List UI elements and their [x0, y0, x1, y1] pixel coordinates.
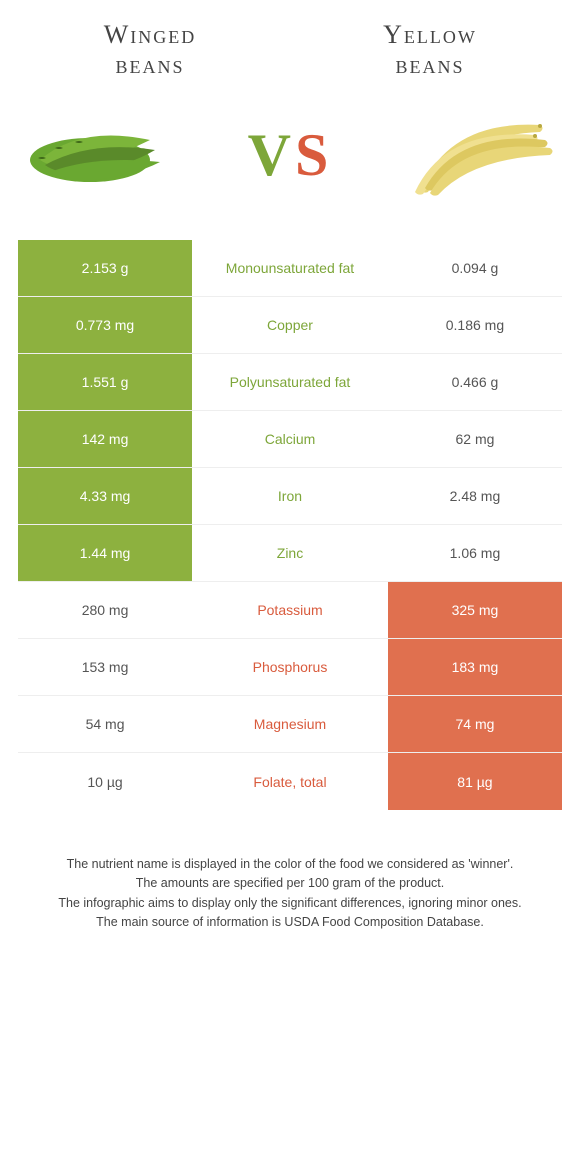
nutrient-name: Monounsaturated fat	[192, 240, 388, 296]
left-value: 1.44 mg	[18, 525, 192, 581]
nutrient-name: Magnesium	[192, 696, 388, 752]
left-title-line1: Winged	[104, 20, 197, 49]
image-row: VS	[0, 90, 580, 240]
table-row: 54 mgMagnesium74 mg	[18, 696, 562, 753]
table-row: 0.773 mgCopper0.186 mg	[18, 297, 562, 354]
nutrient-name: Iron	[192, 468, 388, 524]
table-row: 2.153 gMonounsaturated fat0.094 g	[18, 240, 562, 297]
header: Winged beans Yellow beans	[0, 0, 580, 90]
footer-line-3: The infographic aims to display only the…	[25, 894, 555, 913]
left-value: 142 mg	[18, 411, 192, 467]
vs-label: VS	[248, 121, 333, 190]
nutrient-name: Zinc	[192, 525, 388, 581]
nutrient-name: Polyunsaturated fat	[192, 354, 388, 410]
right-value: 325 mg	[388, 582, 562, 638]
table-row: 4.33 mgIron2.48 mg	[18, 468, 562, 525]
right-title-line2: beans	[395, 50, 464, 79]
winged-beans-icon	[20, 100, 190, 210]
right-value: 0.186 mg	[388, 297, 562, 353]
footer-line-4: The main source of information is USDA F…	[25, 913, 555, 932]
table-row: 1.551 gPolyunsaturated fat0.466 g	[18, 354, 562, 411]
table-row: 142 mgCalcium62 mg	[18, 411, 562, 468]
right-value: 1.06 mg	[388, 525, 562, 581]
yellow-beans-icon	[390, 100, 560, 210]
nutrient-name: Potassium	[192, 582, 388, 638]
table-row: 280 mgPotassium325 mg	[18, 582, 562, 639]
vs-s: S	[295, 122, 332, 188]
right-value: 81 µg	[388, 753, 562, 810]
left-value: 153 mg	[18, 639, 192, 695]
left-value: 10 µg	[18, 753, 192, 810]
right-value: 2.48 mg	[388, 468, 562, 524]
footer-notes: The nutrient name is displayed in the co…	[0, 810, 580, 963]
left-title-line2: beans	[115, 50, 184, 79]
right-value: 0.466 g	[388, 354, 562, 410]
footer-line-1: The nutrient name is displayed in the co…	[25, 855, 555, 874]
nutrient-table: 2.153 gMonounsaturated fat0.094 g0.773 m…	[0, 240, 580, 810]
left-value: 54 mg	[18, 696, 192, 752]
table-row: 153 mgPhosphorus183 mg	[18, 639, 562, 696]
left-food-title: Winged beans	[24, 20, 276, 80]
table-row: 10 µgFolate, total81 µg	[18, 753, 562, 810]
nutrient-name: Phosphorus	[192, 639, 388, 695]
nutrient-name: Copper	[192, 297, 388, 353]
left-value: 0.773 mg	[18, 297, 192, 353]
right-food-title: Yellow beans	[304, 20, 556, 80]
right-value: 62 mg	[388, 411, 562, 467]
right-value: 74 mg	[388, 696, 562, 752]
right-value: 183 mg	[388, 639, 562, 695]
left-value: 280 mg	[18, 582, 192, 638]
footer-line-2: The amounts are specified per 100 gram o…	[25, 874, 555, 893]
table-row: 1.44 mgZinc1.06 mg	[18, 525, 562, 582]
left-value: 2.153 g	[18, 240, 192, 296]
right-title-line1: Yellow	[383, 20, 477, 49]
nutrient-name: Folate, total	[192, 753, 388, 810]
right-value: 0.094 g	[388, 240, 562, 296]
vs-v: V	[248, 122, 295, 188]
left-value: 4.33 mg	[18, 468, 192, 524]
nutrient-name: Calcium	[192, 411, 388, 467]
left-value: 1.551 g	[18, 354, 192, 410]
